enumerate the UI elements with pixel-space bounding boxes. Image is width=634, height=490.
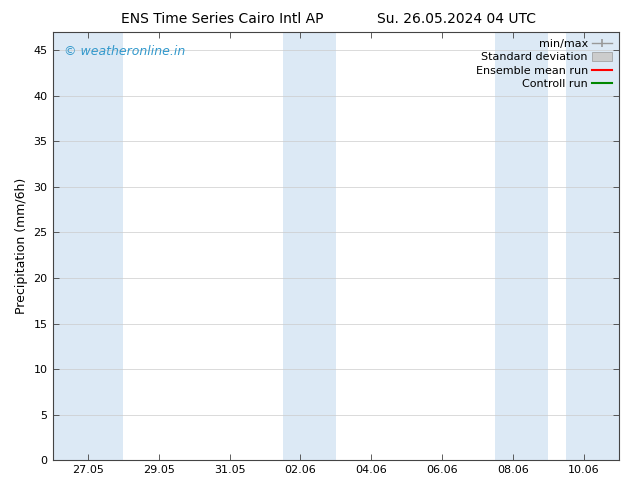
Text: Su. 26.05.2024 04 UTC: Su. 26.05.2024 04 UTC — [377, 12, 536, 26]
Bar — [53, 32, 124, 460]
Bar — [495, 32, 548, 460]
Y-axis label: Precipitation (mm/6h): Precipitation (mm/6h) — [15, 178, 28, 314]
Text: ENS Time Series Cairo Intl AP: ENS Time Series Cairo Intl AP — [120, 12, 323, 26]
Bar — [283, 32, 336, 460]
Text: © weatheronline.in: © weatheronline.in — [64, 45, 185, 58]
Bar — [566, 32, 619, 460]
Legend: min/max, Standard deviation, Ensemble mean run, Controll run: min/max, Standard deviation, Ensemble me… — [471, 34, 617, 94]
